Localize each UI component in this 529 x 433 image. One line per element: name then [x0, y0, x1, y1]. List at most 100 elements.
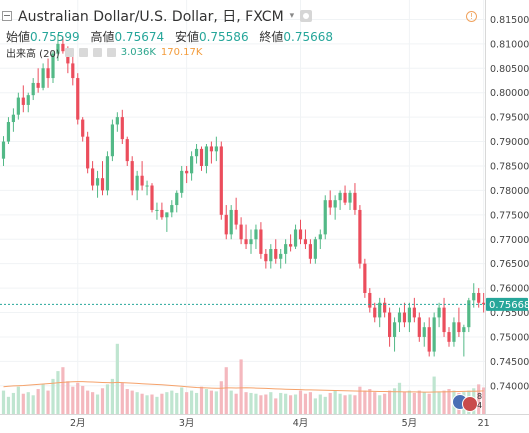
high-label: 高値 — [90, 30, 115, 44]
volume-bar — [254, 393, 258, 414]
settings-icon[interactable] — [78, 48, 88, 57]
volume-label[interactable]: 出来高 (20) — [6, 49, 60, 60]
candle — [303, 229, 308, 250]
symbol-title[interactable]: Australian Dollar/U.S. Dollar, 日, FXCM — [18, 9, 284, 25]
volume-bar — [284, 393, 288, 414]
candle — [289, 234, 293, 252]
candle — [51, 51, 55, 83]
volume-bar — [185, 392, 189, 414]
volume-bar — [249, 392, 253, 414]
candle — [318, 229, 322, 250]
volume-bar — [373, 392, 377, 414]
volume-ma-value: 170.17K — [160, 47, 203, 58]
price-axis[interactable]: 0.81500 0.81000 0.80500 0.80000 0.79500 0.790… — [490, 15, 529, 392]
volume-bar — [41, 384, 45, 414]
volume-bar — [482, 387, 486, 414]
price-tick-label: 0.77500 — [490, 210, 529, 221]
candle — [482, 292, 486, 313]
candle — [397, 307, 402, 333]
candle — [368, 288, 372, 313]
candle — [269, 244, 273, 269]
candle — [219, 141, 223, 220]
volume-bar — [358, 386, 362, 414]
candle — [338, 190, 342, 210]
candle — [308, 239, 312, 264]
candle — [279, 249, 283, 269]
volume-bar — [432, 376, 436, 414]
candle — [185, 165, 189, 184]
candle — [388, 307, 392, 347]
time-tick-label: 21 — [478, 418, 490, 429]
candle — [140, 161, 144, 191]
time-axis[interactable]: 2月 3月 4月 5月 21 — [70, 418, 490, 429]
volume-bar — [343, 395, 347, 414]
volume-bar — [16, 386, 20, 414]
candle — [135, 170, 139, 201]
candle — [95, 170, 100, 198]
volume-bar — [71, 386, 75, 414]
volume-bar — [229, 390, 233, 414]
candle — [407, 302, 411, 333]
volume-bar — [328, 392, 332, 414]
volume-bar — [140, 393, 144, 414]
candle — [343, 185, 347, 206]
candle — [160, 202, 164, 220]
open-label: 始値 — [6, 30, 31, 44]
price-tick-label: 0.79000 — [490, 137, 529, 148]
candle — [175, 190, 179, 213]
candle — [209, 141, 213, 164]
volume-bar — [209, 390, 213, 414]
volume-bar — [313, 398, 317, 414]
volume-bar — [130, 390, 134, 414]
volume-bar — [412, 392, 416, 414]
time-tick-label: 2月 — [70, 418, 86, 429]
collapse-icon[interactable] — [2, 11, 12, 21]
more-icon[interactable] — [106, 48, 116, 57]
candle — [155, 202, 159, 220]
volume-bar — [170, 390, 174, 414]
high-value: 0.75674 — [114, 30, 165, 44]
volume-bar — [51, 378, 55, 414]
volume-ma-line — [3, 381, 484, 393]
volume-bar — [442, 390, 446, 414]
candle — [392, 317, 397, 352]
chevron-down-icon[interactable]: ▾ — [289, 11, 295, 21]
candle — [373, 302, 377, 323]
candle — [105, 151, 110, 196]
volume-bar — [259, 395, 263, 414]
volume-bar — [95, 394, 100, 414]
volume-bar — [407, 390, 411, 414]
candle — [452, 317, 456, 347]
alert-icon[interactable]: ! — [466, 11, 477, 22]
candle — [224, 205, 228, 240]
volume-bar — [120, 382, 124, 414]
candle — [190, 151, 194, 181]
candle — [442, 297, 446, 337]
candle — [427, 317, 431, 357]
price-tick-label: 0.80000 — [490, 88, 529, 99]
candle — [239, 217, 243, 245]
gear-icon[interactable] — [300, 10, 313, 22]
price-tick-label: 0.79500 — [490, 113, 529, 124]
price-tick-label: 0.77000 — [490, 235, 529, 246]
candle — [229, 205, 233, 240]
candle — [437, 302, 441, 328]
chart-header: Australian Dollar/U.S. Dollar, 日, FXCM ▾… — [0, 0, 490, 60]
events-flag-icon[interactable]: 8 4 — [452, 392, 482, 412]
candle — [432, 312, 436, 357]
candle — [110, 119, 114, 162]
volume-bar — [46, 390, 50, 414]
volume-bar — [155, 396, 159, 414]
volume-bar — [1, 390, 6, 414]
candle — [447, 327, 451, 347]
price-tick-label: 0.74000 — [490, 381, 529, 392]
candle — [46, 58, 50, 88]
volume-bar — [348, 394, 352, 414]
candle — [100, 161, 105, 196]
price-tick-label: 0.75500 — [490, 308, 529, 319]
ohlc-row: 始値0.75599 高値0.75674 安値0.75586 終値0.75668 — [6, 28, 340, 45]
close-icon[interactable] — [92, 48, 102, 57]
eye-icon[interactable] — [64, 48, 74, 57]
candle — [214, 136, 218, 162]
